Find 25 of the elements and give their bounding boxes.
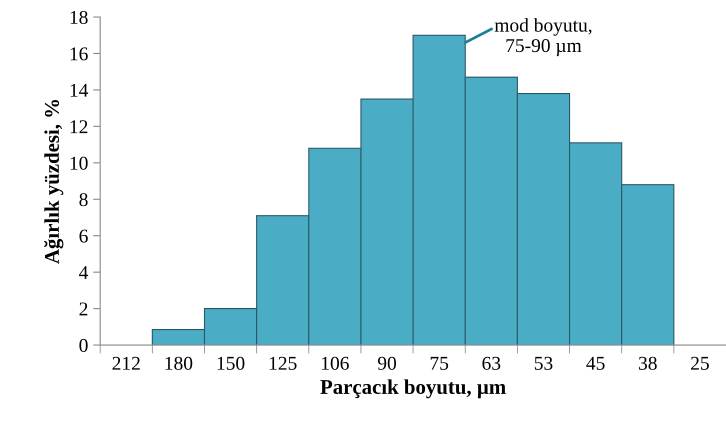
annotation: mod boyutu, 75-90 µm	[494, 18, 592, 56]
y-tick-label: 0	[79, 338, 88, 352]
y-tick-label: 4	[79, 266, 88, 279]
x-tick-label: 63	[482, 356, 500, 370]
x-tick-label: 38	[638, 356, 657, 370]
x-tick-label: 45	[586, 356, 605, 370]
y-axis-title: Ağırlık yüzdesi, %	[44, 100, 64, 264]
y-tick-label: 8	[79, 193, 88, 206]
x-tick-label: 106	[322, 356, 349, 370]
y-tick-label: 18	[70, 10, 88, 24]
y-tick-label: 16	[70, 47, 88, 60]
y-tick-label: 10	[70, 156, 88, 170]
x-tick-label: 25	[691, 356, 709, 370]
y-tick-label: 2	[80, 302, 88, 316]
x-tick-label: 180	[166, 356, 192, 370]
y-tick-label: 6	[79, 230, 88, 243]
x-tick-label: 150	[218, 356, 244, 370]
x-axis-title: Parçacık boyutu, µm	[320, 379, 506, 398]
y-tick-label: 14	[70, 84, 88, 97]
x-tick-label: 212	[112, 356, 140, 370]
x-tick-label: 125	[270, 356, 297, 370]
x-tick-label: 53	[534, 356, 552, 370]
x-tick-label: 90	[378, 356, 396, 370]
y-tick-label: 12	[70, 120, 88, 134]
x-tick-label: 75	[430, 356, 448, 370]
